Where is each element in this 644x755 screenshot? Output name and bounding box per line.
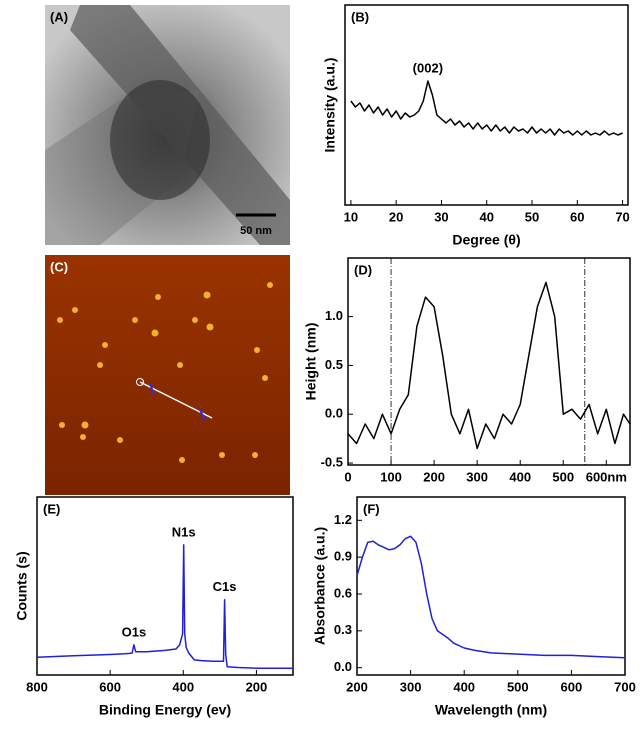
plot-frame xyxy=(356,496,626,676)
annotation: O1s xyxy=(122,624,147,639)
y-tick-label: 1.2 xyxy=(334,512,352,527)
y-tick-label: 1.0 xyxy=(325,308,343,323)
panel-label: (F) xyxy=(363,501,380,516)
plot-frame xyxy=(344,4,629,206)
x-axis-title: Degree (θ) xyxy=(452,232,520,248)
x-tick-label: 300 xyxy=(466,469,488,484)
x-tick-label: 20 xyxy=(389,209,403,224)
y-tick-label: 0.3 xyxy=(334,622,352,637)
y-tick-label: 0.0 xyxy=(325,406,343,421)
x-tick-label: 100 xyxy=(380,469,402,484)
panel-label: (C) xyxy=(50,259,68,274)
x-tick-label: 200 xyxy=(246,679,268,694)
x-axis-title: Wavelength (nm) xyxy=(435,702,547,718)
x-tick-label: 400 xyxy=(453,679,475,694)
y-axis-title: Absorbance (a.u.) xyxy=(312,527,328,645)
x-tick-label: 400 xyxy=(509,469,531,484)
data-line xyxy=(356,535,626,659)
tem-image: 50 nm (A) xyxy=(45,5,290,245)
annotation: (002) xyxy=(413,60,443,75)
x-tick-label: 30 xyxy=(434,209,448,224)
y-tick-label: 0.5 xyxy=(325,357,343,372)
x-tick-label: 600 xyxy=(99,679,121,694)
scale-bar-label: 50 nm xyxy=(240,225,272,237)
x-tick-label: 200 xyxy=(346,679,368,694)
plot-frame xyxy=(347,257,631,466)
y-axis-title: Intensity (a.u.) xyxy=(322,58,338,153)
data-line xyxy=(347,281,631,450)
y-tick-label: -0.5 xyxy=(321,454,343,469)
panel-label: (A) xyxy=(50,9,68,24)
plot-frame xyxy=(36,496,294,676)
panel-label: (D) xyxy=(354,262,372,277)
y-tick-label: 0.6 xyxy=(334,585,352,600)
x-tick-label: 600nm xyxy=(586,469,627,484)
annotation: N1s xyxy=(172,524,196,539)
data-line xyxy=(350,80,623,136)
x-tick-label: 70 xyxy=(615,209,629,224)
x-tick-label: 40 xyxy=(479,209,493,224)
x-tick-label: 600 xyxy=(561,679,583,694)
y-tick-label: 0.0 xyxy=(334,659,352,674)
x-tick-label: 700 xyxy=(614,679,636,694)
x-tick-label: 500 xyxy=(507,679,529,694)
x-tick-label: 10 xyxy=(344,209,358,224)
afm-image: (C) xyxy=(45,255,290,495)
panel-label: (B) xyxy=(351,9,369,24)
x-tick-label: 300 xyxy=(400,679,422,694)
x-tick-label: 200 xyxy=(423,469,445,484)
x-tick-label: 800 xyxy=(26,679,48,694)
data-line xyxy=(36,544,293,669)
y-axis-title: Height (nm) xyxy=(303,323,319,401)
x-tick-label: 0 xyxy=(344,469,351,484)
x-tick-label: 400 xyxy=(172,679,194,694)
x-tick-label: 60 xyxy=(570,209,584,224)
y-tick-label: 0.9 xyxy=(334,549,352,564)
x-tick-label: 500 xyxy=(552,469,574,484)
x-tick-label: 50 xyxy=(525,209,539,224)
x-axis-title: Binding Energy (ev) xyxy=(99,702,231,718)
annotation: C1s xyxy=(213,579,237,594)
y-axis-title: Counts (s) xyxy=(14,551,30,620)
panel-label: (E) xyxy=(43,501,60,516)
